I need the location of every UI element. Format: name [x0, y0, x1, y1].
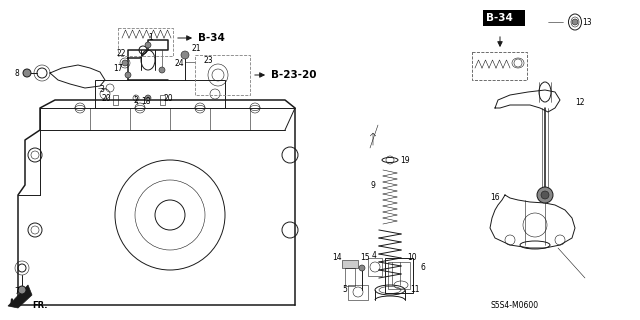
- Text: 8: 8: [14, 68, 19, 77]
- Text: 12: 12: [575, 98, 584, 107]
- Bar: [118, 28, 173, 56]
- Circle shape: [181, 51, 189, 59]
- Text: 3: 3: [99, 84, 104, 93]
- Circle shape: [18, 286, 26, 294]
- Bar: [348, 285, 368, 300]
- Circle shape: [125, 72, 131, 78]
- Circle shape: [23, 69, 31, 77]
- Circle shape: [359, 265, 365, 271]
- Text: B-23-20: B-23-20: [271, 70, 317, 80]
- Bar: [368, 258, 382, 276]
- Bar: [385, 258, 413, 293]
- Circle shape: [145, 95, 151, 101]
- Text: 1: 1: [148, 33, 153, 42]
- Circle shape: [122, 60, 128, 66]
- Text: 15: 15: [360, 253, 370, 262]
- Text: 23: 23: [203, 55, 212, 65]
- Bar: [195, 55, 250, 95]
- Text: 11: 11: [410, 285, 419, 294]
- Text: 18: 18: [141, 97, 150, 106]
- Bar: [342, 260, 358, 268]
- Circle shape: [145, 42, 151, 48]
- Bar: [95, 80, 225, 108]
- Text: FR.: FR.: [32, 300, 47, 309]
- Text: 9: 9: [370, 180, 375, 189]
- Bar: [160, 95, 165, 105]
- Text: 10: 10: [407, 253, 417, 262]
- Text: 20: 20: [163, 93, 173, 102]
- Circle shape: [572, 19, 578, 25]
- Text: 2: 2: [133, 95, 138, 105]
- Text: 21: 21: [191, 44, 200, 52]
- Polygon shape: [8, 285, 32, 308]
- Circle shape: [159, 67, 165, 73]
- Text: 17: 17: [113, 63, 123, 73]
- Text: 14: 14: [332, 253, 342, 262]
- Text: 16: 16: [490, 193, 500, 202]
- Text: 5: 5: [342, 285, 347, 294]
- Text: 20: 20: [101, 93, 111, 102]
- Text: B-34: B-34: [198, 33, 225, 43]
- Bar: [388, 262, 410, 289]
- Text: B-34: B-34: [488, 13, 515, 23]
- Circle shape: [541, 191, 549, 199]
- Text: 7: 7: [14, 286, 19, 295]
- Text: 4: 4: [372, 251, 377, 260]
- Text: B-34: B-34: [486, 13, 513, 23]
- Text: 6: 6: [420, 263, 425, 273]
- Text: S5S4-M0600: S5S4-M0600: [490, 300, 538, 309]
- Circle shape: [537, 187, 553, 203]
- Bar: [472, 52, 527, 80]
- Text: 24: 24: [174, 59, 184, 68]
- Text: 13: 13: [582, 18, 591, 27]
- Bar: [345, 268, 355, 286]
- Bar: [483, 10, 525, 26]
- Text: 19: 19: [400, 156, 410, 164]
- Bar: [113, 95, 118, 105]
- Text: 22: 22: [116, 49, 125, 58]
